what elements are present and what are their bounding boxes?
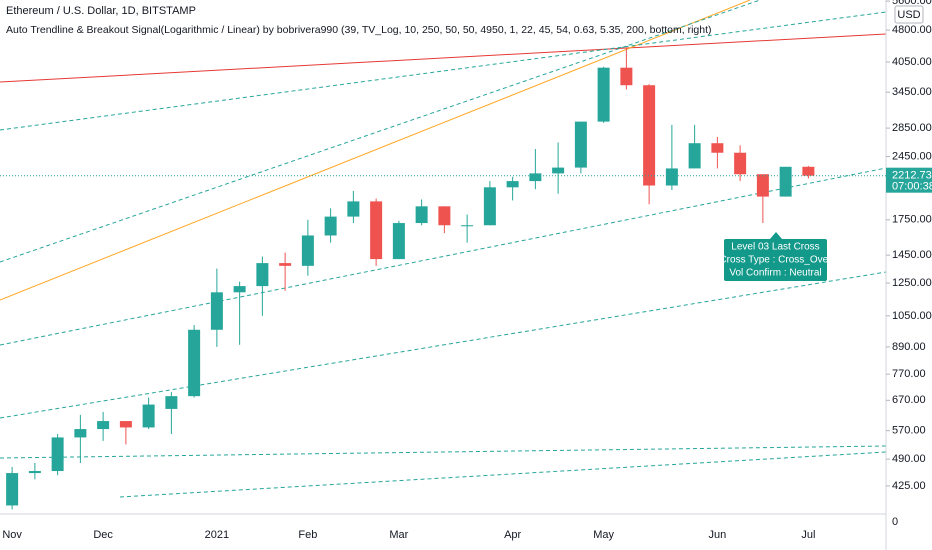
indicator-label: Auto Trendline & Breakout Signal(Logarit… xyxy=(6,24,712,36)
y-axis-bottom-label: 0 xyxy=(892,516,898,528)
candle-body xyxy=(483,187,496,226)
annotation-text: Vol Confirm : Neutral xyxy=(729,268,821,279)
candle-body xyxy=(688,143,701,169)
x-tick-label: Jun xyxy=(709,529,727,541)
trendlines xyxy=(0,0,887,498)
candle-body xyxy=(370,201,383,260)
candle-body xyxy=(529,173,542,182)
currency-box[interactable] xyxy=(894,5,924,24)
candle-body xyxy=(97,421,110,430)
y-tick-label: 1250.00 xyxy=(892,277,932,289)
y-tick-label: 670.00 xyxy=(892,394,926,406)
countdown: 07:00:38 xyxy=(892,181,932,193)
annotation-text: Cross Type : Cross_Over xyxy=(719,255,832,266)
x-tick-label: Jul xyxy=(801,529,815,541)
x-tick-label: Apr xyxy=(504,529,521,541)
y-tick-label: 2850.00 xyxy=(892,122,932,134)
annotation-text: Level 03 Last Cross xyxy=(731,242,819,253)
candle-body xyxy=(711,143,724,153)
candle-body xyxy=(233,286,246,293)
trend-line xyxy=(0,0,751,301)
candle-body xyxy=(392,223,405,260)
x-tick-label: Feb xyxy=(298,529,317,541)
y-tick-label: 425.00 xyxy=(892,480,926,492)
channel-line xyxy=(119,451,887,498)
candle-body xyxy=(597,67,610,122)
channel-line xyxy=(0,271,887,419)
y-tick-label: 4800.00 xyxy=(892,24,932,36)
y-tick-label: 1450.00 xyxy=(892,249,932,261)
x-tick-label: 2021 xyxy=(205,529,229,541)
candle-body xyxy=(756,174,769,197)
y-tick-label: 570.00 xyxy=(892,425,926,437)
x-tick-label: Dec xyxy=(93,529,113,541)
candle-body xyxy=(142,404,155,428)
candle-body xyxy=(802,166,815,176)
y-tick-label: 1050.00 xyxy=(892,310,932,322)
candle-body xyxy=(461,225,474,227)
annotation: Level 03 Last Cross Cross Type : Cross_O… xyxy=(719,232,832,281)
channel-line xyxy=(0,11,887,131)
candle-body xyxy=(324,216,337,236)
x-tick-label: Mar xyxy=(389,529,408,541)
candle-body xyxy=(256,263,269,287)
channel-line xyxy=(0,445,887,459)
candle-body xyxy=(301,235,314,266)
candle-body xyxy=(28,471,41,474)
annotation-pointer xyxy=(770,232,782,239)
candle-body xyxy=(415,206,428,224)
currency: USD xyxy=(897,9,920,21)
x-tick-label: May xyxy=(593,529,614,541)
y-tick-label: 490.00 xyxy=(892,453,926,465)
channel-line xyxy=(0,0,761,263)
y-tick-label: 890.00 xyxy=(892,341,926,353)
y-tick-label: 4050.00 xyxy=(892,56,932,68)
candle-body xyxy=(51,437,64,472)
candle-body xyxy=(279,263,292,266)
candle-body xyxy=(438,206,451,226)
y-tick-label: 3450.00 xyxy=(892,86,932,98)
candle-body xyxy=(552,167,565,174)
candle-body xyxy=(6,473,19,506)
last-price-label: 2212.73 xyxy=(892,170,932,182)
candle-body xyxy=(74,429,87,438)
candle-body xyxy=(643,85,656,186)
channel-line xyxy=(0,167,887,346)
candle-body xyxy=(574,121,587,168)
candle-body xyxy=(665,168,678,186)
candle-body xyxy=(188,329,201,397)
y-tick-label: 5600.00 xyxy=(892,0,932,7)
y-tick-label: 1750.00 xyxy=(892,214,932,226)
candle-body xyxy=(620,67,633,86)
candle-body xyxy=(119,421,132,428)
candle-body xyxy=(347,201,360,217)
y-tick-label: 2450.00 xyxy=(892,150,932,162)
candle-body xyxy=(734,152,747,175)
candle-body xyxy=(210,292,223,330)
y-tick-label: 770.00 xyxy=(892,368,926,380)
candle-body xyxy=(506,181,519,188)
x-tick-label: Nov xyxy=(2,529,22,541)
last-price-box xyxy=(886,167,932,193)
chart-title: Ethereum / U.S. Dollar, 1D, BITSTAMP xyxy=(6,5,196,17)
resistance-line xyxy=(0,33,887,83)
candle-body xyxy=(779,166,792,197)
candle-body xyxy=(165,396,178,409)
annotation-box xyxy=(724,239,827,281)
